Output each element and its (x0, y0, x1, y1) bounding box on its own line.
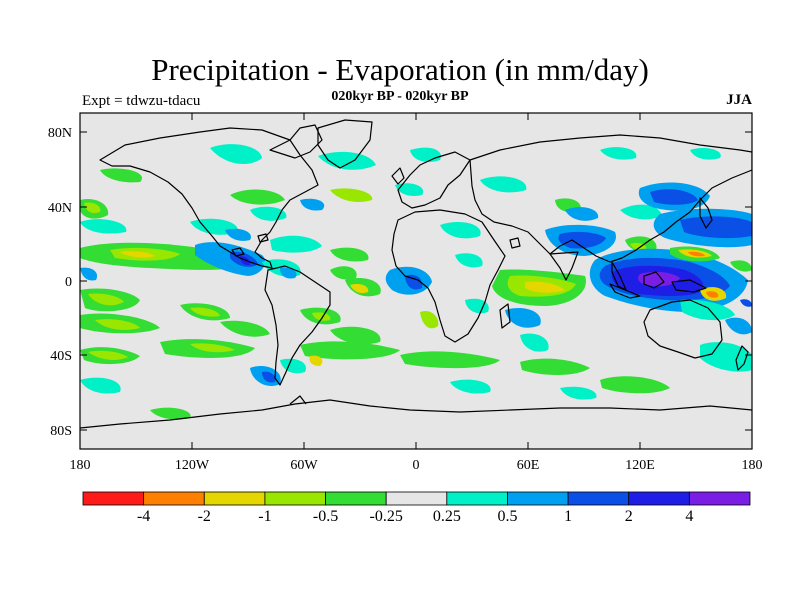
colorbar-swatch (628, 491, 690, 506)
axis-ticks (79, 113, 753, 449)
colorbar-swatch (507, 491, 569, 506)
coastlines (80, 119, 752, 429)
colorbar-label: 4 (685, 508, 693, 525)
lon-tick-label: 60W (290, 458, 318, 473)
colorbar-label: 2 (625, 508, 633, 525)
lon-tick-label: 180 (70, 458, 91, 473)
lat-tick-label: 0 (65, 275, 72, 290)
lon-tick-label: 120E (625, 458, 655, 473)
lon-tick-label: 120W (175, 458, 210, 473)
colorbar-swatch (385, 491, 448, 506)
colorbar-swatch (143, 491, 205, 506)
colorbar-label: 0.5 (497, 508, 517, 525)
lon-tick-label: 60E (517, 458, 540, 473)
colorbar-swatch (203, 491, 266, 506)
colorbar-swatch (567, 491, 630, 506)
colorbar: -4 -2 -1 -0.5 -0.25 0.25 0.5 1 2 4 (82, 491, 751, 525)
colorbar-label: -0.25 (370, 508, 403, 525)
map-title: Precipitation - Evaporation (in mm/day) (151, 52, 649, 87)
lat-tick-label: 40N (48, 201, 72, 216)
season-label: JJA (726, 92, 752, 108)
colorbar-label: -0.5 (313, 508, 338, 525)
lat-tick-label: 80S (50, 424, 72, 439)
colorbar-label: -1 (258, 508, 271, 525)
experiment-label: Expt = tdwzu-tdacu (82, 93, 201, 109)
colorbar-swatch (325, 491, 387, 506)
colorbar-label: -4 (137, 508, 150, 525)
colorbar-label: 0.25 (433, 508, 461, 525)
colorbar-label: 1 (564, 508, 572, 525)
pe-field-layer (80, 144, 752, 420)
colorbar-label: -2 (198, 508, 211, 525)
lon-tick-label: 180 (742, 458, 763, 473)
lat-tick-label: 40S (50, 349, 72, 364)
lat-tick-label: 80N (48, 126, 72, 141)
map-subtitle: 020kyr BP - 020kyr BP (331, 89, 469, 104)
colorbar-swatch (688, 491, 751, 506)
lon-tick-label: 0 (413, 458, 420, 473)
colorbar-swatch (446, 491, 508, 506)
colorbar-swatch (82, 491, 145, 506)
colorbar-swatch (264, 491, 326, 506)
